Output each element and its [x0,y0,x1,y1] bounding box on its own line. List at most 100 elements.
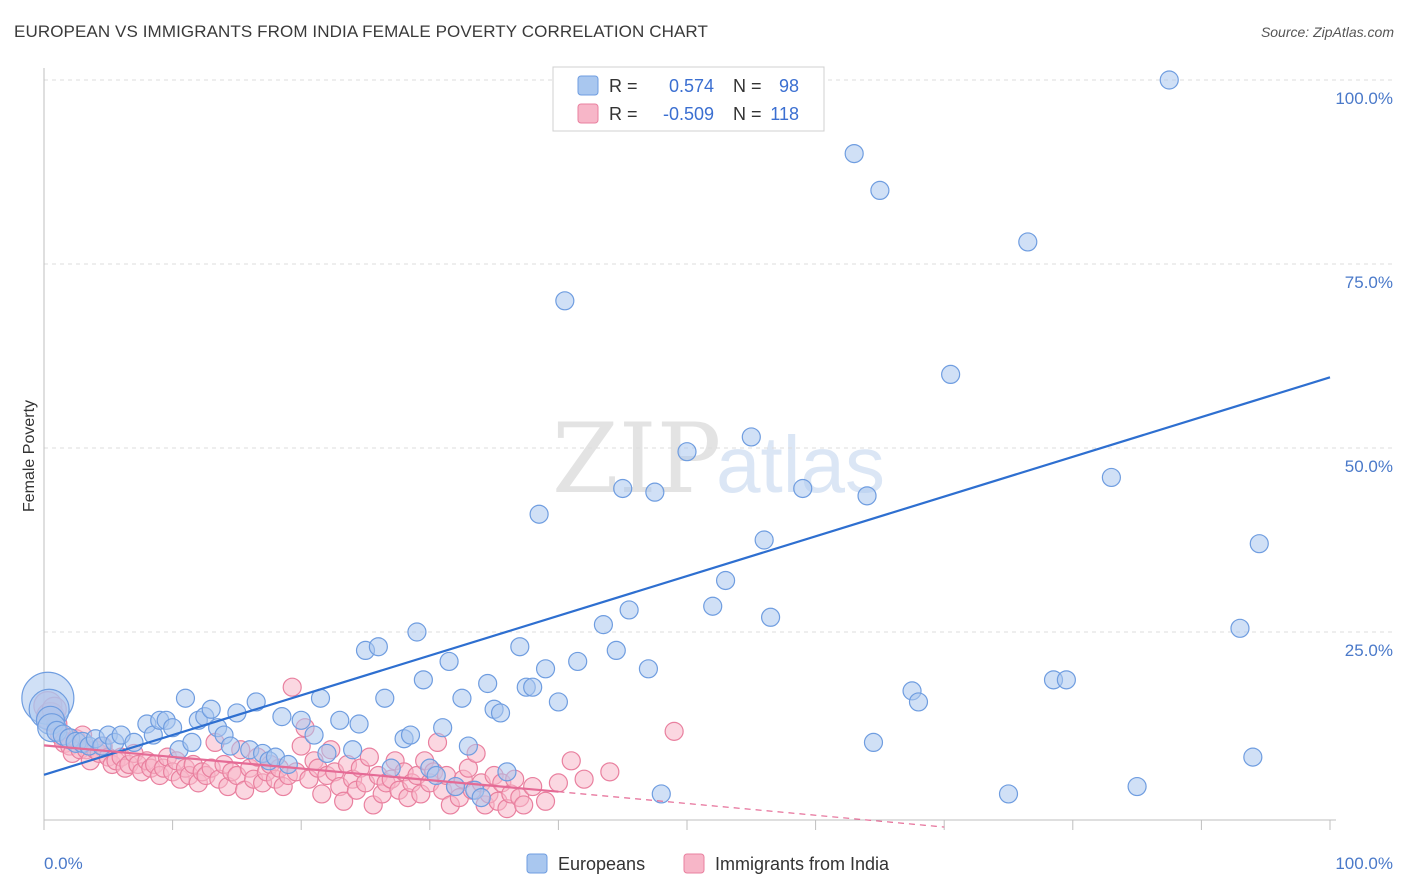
europeans-point [381,758,401,778]
x-tick-label-min: 0.0% [44,854,83,873]
europeans-point [998,784,1019,804]
europeans-point [490,703,511,723]
x-ticks [43,820,1331,830]
europeans-point [163,718,183,738]
europeans-point [606,640,626,661]
europeans-point [715,570,736,591]
legend-r-value-india: -0.509 [663,104,714,124]
legend-n-label-europeans: N = [733,76,762,96]
europeans-point [1230,618,1250,638]
bottom-legend-swatch-india [683,853,705,874]
india-point [600,762,620,782]
europeans-point [870,180,890,200]
india-point [359,747,379,767]
europeans-trend-line [43,376,1331,776]
europeans-point [908,692,929,712]
europeans-point [651,784,671,804]
y-tick-labels: 25.0% 50.0% 75.0% 100.0% [1335,89,1393,660]
legend-n-value-europeans: 98 [779,76,799,96]
europeans-point [330,710,350,730]
europeans-point [613,478,633,499]
europeans-point [220,736,241,756]
europeans-point [291,710,311,730]
india-point [282,677,302,697]
europeans-point [741,427,761,447]
europeans-point [368,637,388,657]
europeans-point [433,718,453,738]
europeans-point [760,607,781,627]
europeans-point [638,659,659,679]
legend-n-label-india: N = [733,104,762,124]
europeans-point [548,692,569,712]
europeans-point [182,732,202,753]
x-tick-label-max: 100.0% [1335,854,1393,873]
india-point [523,776,543,797]
legend-swatch-india [577,103,599,124]
correlation-legend: R = 0.574 N = 98 R = -0.509 N = 118 [552,66,825,132]
india-point [458,758,478,778]
europeans-point [1101,467,1121,488]
bottom-legend-swatch-europeans [526,853,548,874]
y-tick-label: 100.0% [1335,89,1393,108]
y-axis-label: Female Poverty [21,400,38,512]
europeans-point [278,754,298,775]
europeans-point [471,787,491,808]
series-legend: Europeans Immigrants from India [526,853,890,874]
y-tick-label: 25.0% [1345,641,1393,660]
europeans-point [439,651,459,672]
india-point [312,784,332,804]
europeans-point [754,530,774,550]
series-europeans-points [21,70,1269,808]
y-tick-label: 50.0% [1345,457,1393,476]
europeans-point [523,677,543,697]
europeans-point [1018,232,1038,252]
europeans-point [304,725,324,745]
europeans-point [246,692,266,712]
europeans-point [568,651,588,672]
india-point [561,751,581,771]
europeans-point [555,291,575,311]
legend-swatch-europeans [577,75,599,96]
india-point [548,773,569,793]
europeans-point [1159,70,1179,90]
europeans-point [497,762,517,782]
europeans-point [478,673,498,694]
europeans-point [175,688,196,708]
europeans-point [445,776,466,797]
europeans-point [619,600,639,620]
europeans-point [863,732,884,753]
europeans-point [413,670,433,690]
europeans-point [529,504,549,524]
europeans-point [677,442,697,462]
india-point [514,795,534,815]
europeans-point [857,486,877,506]
europeans-point [407,622,427,642]
europeans-point [1249,534,1269,554]
europeans-point [941,364,961,384]
europeans-point [535,659,556,679]
europeans-point [343,740,363,760]
legend-r-value-europeans: 0.574 [669,76,714,96]
europeans-point [1127,776,1147,797]
europeans-point [844,144,864,164]
bottom-legend-label-india: Immigrants from India [715,854,890,874]
legend-r-label-india: R = [609,104,638,124]
y-tick-label: 75.0% [1345,273,1393,292]
europeans-point [124,732,144,753]
source-label: Source: ZipAtlas.com [1260,24,1394,40]
trend-lines [43,376,1331,828]
india-trend-line [43,744,559,793]
europeans-point [452,688,472,708]
europeans-point [645,482,665,502]
europeans-point [272,707,292,727]
europeans-point [510,637,530,657]
india-point [574,769,594,789]
europeans-point [349,714,369,734]
europeans-point [703,596,723,616]
europeans-point [400,725,421,745]
europeans-point [317,743,337,764]
europeans-point [458,736,478,756]
india-point [535,791,556,811]
europeans-point [201,699,221,719]
